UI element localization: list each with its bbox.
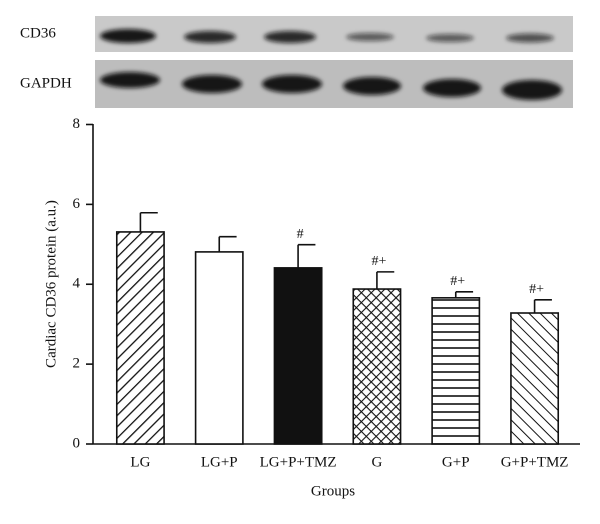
bar bbox=[194, 251, 244, 445]
x-axis-label: Groups bbox=[311, 483, 355, 499]
bar bbox=[431, 297, 481, 445]
x-tick-label: LG+P+TMZ bbox=[260, 454, 337, 470]
y-tick-label: 8 bbox=[73, 116, 81, 132]
blot-label: CD36 bbox=[20, 25, 56, 41]
x-tick-label: G+P+TMZ bbox=[501, 454, 569, 470]
x-tick-label: G bbox=[371, 454, 382, 470]
annotation: # bbox=[297, 227, 304, 242]
x-tick-label: LG bbox=[130, 454, 150, 470]
western-blot: CD36 GAPDH bbox=[20, 16, 573, 108]
y-tick-label: 4 bbox=[73, 276, 81, 292]
y-tick-label: 6 bbox=[73, 196, 81, 212]
blot-strip bbox=[95, 60, 573, 108]
bar bbox=[352, 288, 402, 445]
blot-strip bbox=[95, 16, 573, 52]
blot-bands bbox=[100, 29, 562, 100]
blot-label: GAPDH bbox=[20, 75, 72, 91]
y-axis-label: Cardiac CD36 protein (a.u.) bbox=[43, 200, 59, 368]
x-tick-label: G+P bbox=[442, 454, 470, 470]
annotation: #+ bbox=[371, 254, 386, 269]
bar bbox=[510, 312, 560, 445]
bar bbox=[273, 267, 323, 445]
x-tick-label: LG+P bbox=[201, 454, 238, 470]
annotation: #+ bbox=[450, 274, 465, 289]
y-tick-label: 0 bbox=[73, 435, 81, 451]
bar bbox=[115, 231, 165, 445]
y-tick-label: 2 bbox=[73, 356, 81, 372]
annotation: #+ bbox=[529, 282, 544, 297]
